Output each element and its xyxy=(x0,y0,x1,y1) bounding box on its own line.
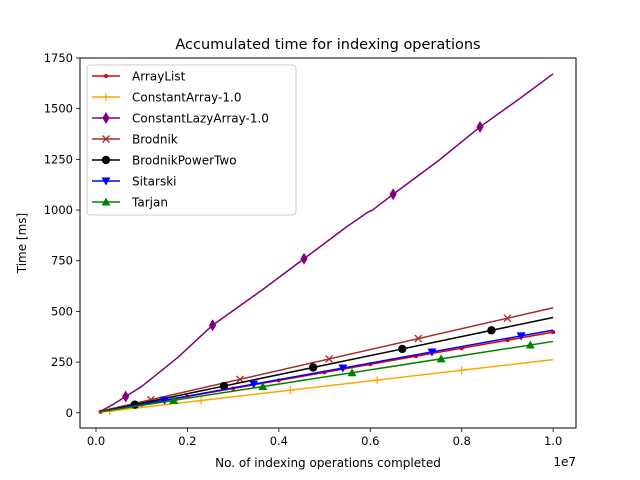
data-point-brodnik xyxy=(325,354,334,363)
data-point-tarjan xyxy=(258,382,268,391)
y-tick-label: 0 xyxy=(66,406,73,420)
y-tick-label: 1500 xyxy=(44,102,73,116)
x-tick-label: 0.8 xyxy=(453,434,471,448)
x-tick-label: 0.6 xyxy=(361,434,379,448)
data-point-arraylist xyxy=(551,330,556,335)
x-tick-label: 0.4 xyxy=(270,434,288,448)
data-point-constantlazyarray-1-0 xyxy=(122,390,130,403)
series-layer xyxy=(98,73,556,416)
data-point-brodnik xyxy=(503,314,512,323)
legend-entry-brodnikpowertwo: BrodnikPowerTwo xyxy=(92,154,237,168)
data-point-constantlazyarray-1-0 xyxy=(208,319,217,332)
data-point-tarjan xyxy=(525,340,535,349)
legend-label: Tarjan xyxy=(131,196,168,210)
x-axis-label: No. of indexing operations completed xyxy=(215,456,441,470)
data-point-brodnikpowertwo xyxy=(398,344,407,354)
series-constantlazyarray-1-0 xyxy=(100,73,554,412)
x-axis-offset-text: 1e7 xyxy=(553,455,576,469)
data-point-sitarski xyxy=(338,364,348,373)
y-tick-label: 1000 xyxy=(44,203,73,217)
legend-label: Brodnik xyxy=(132,133,178,147)
series-line-sitarski xyxy=(100,329,554,413)
legend-box xyxy=(86,64,297,216)
data-point-constantlazyarray-1-0 xyxy=(476,120,484,133)
y-tick-label: 750 xyxy=(51,254,73,268)
y-tick-label: 500 xyxy=(51,304,73,318)
y-axis-label: Time [ms] xyxy=(15,213,29,275)
series-brodnikpowertwo xyxy=(100,316,554,413)
x-tick-label: 0.0 xyxy=(87,434,105,448)
chart-title: Accumulated time for indexing operations xyxy=(175,37,480,53)
legend-entry-constantlazyarray-1-0: ConstantLazyArray-1.0 xyxy=(92,112,269,126)
data-point-brodnikpowertwo xyxy=(487,326,496,335)
legend-marker xyxy=(102,112,110,124)
series-tarjan xyxy=(100,340,554,413)
legend-label: ConstantArray-1.0 xyxy=(132,91,241,105)
x-tick-label: 0.2 xyxy=(178,434,196,448)
legend-marker xyxy=(101,155,111,165)
legend-entry-brodnik: Brodnik xyxy=(92,133,178,147)
legend-label: BrodnikPowerTwo xyxy=(132,154,237,168)
data-point-brodnik xyxy=(414,334,423,343)
legend: ArrayList ConstantArray-1.0 ConstantLazyAr… xyxy=(86,64,297,216)
data-point-tarjan xyxy=(436,354,446,363)
data-point-tarjan xyxy=(347,368,357,377)
data-point-sitarski xyxy=(249,380,259,389)
legend-marker xyxy=(101,197,111,206)
data-point-sitarski xyxy=(160,396,170,405)
legend-marker xyxy=(102,135,110,143)
data-point-tarjan xyxy=(169,395,179,404)
legend-entry-tarjan: Tarjan xyxy=(92,196,168,210)
plot-frame xyxy=(79,57,577,429)
y-axis-ticks: 0 250 500 750 1000 1250 1500 1750 xyxy=(44,51,80,420)
data-point-constantlazyarray-1-0 xyxy=(300,252,308,265)
x-tick-label: 1.0 xyxy=(544,434,562,448)
legend-entry-constantarray-1-0: ConstantArray-1.0 xyxy=(92,91,241,105)
y-tick-label: 1750 xyxy=(44,51,73,65)
series-brodnik xyxy=(100,307,554,412)
data-point-constantarray-1-0 xyxy=(197,396,206,405)
data-point-constantlazyarray-1-0 xyxy=(389,188,397,201)
y-tick-label: 250 xyxy=(51,355,73,369)
data-point-brodnikpowertwo xyxy=(219,381,229,391)
data-point-sitarski xyxy=(516,332,526,341)
legend-label: Sitarski xyxy=(132,175,176,189)
y-tick-label: 1250 xyxy=(44,152,73,166)
series-sitarski xyxy=(100,329,554,413)
data-point-constantarray-1-0 xyxy=(373,376,382,385)
data-point-constantarray-1-0 xyxy=(457,366,466,375)
x-axis-ticks: 0.0 0.2 0.4 0.6 0.8 1.0 xyxy=(87,428,562,448)
data-point-brodnikpowertwo xyxy=(308,363,318,372)
legend-marker xyxy=(104,74,108,78)
legend-marker xyxy=(102,93,110,101)
series-line-brodnikpowertwo xyxy=(100,316,554,413)
data-point-sitarski xyxy=(427,348,437,357)
data-point-constantarray-1-0 xyxy=(286,386,295,395)
legend-entry-arraylist: ArrayList xyxy=(92,70,186,84)
legend-marker xyxy=(101,177,111,186)
legend-label: ConstantLazyArray-1.0 xyxy=(132,112,269,126)
series-line-brodnik xyxy=(100,307,554,412)
legend-label: ArrayList xyxy=(132,70,186,84)
legend-entry-sitarski: Sitarski xyxy=(92,175,176,189)
